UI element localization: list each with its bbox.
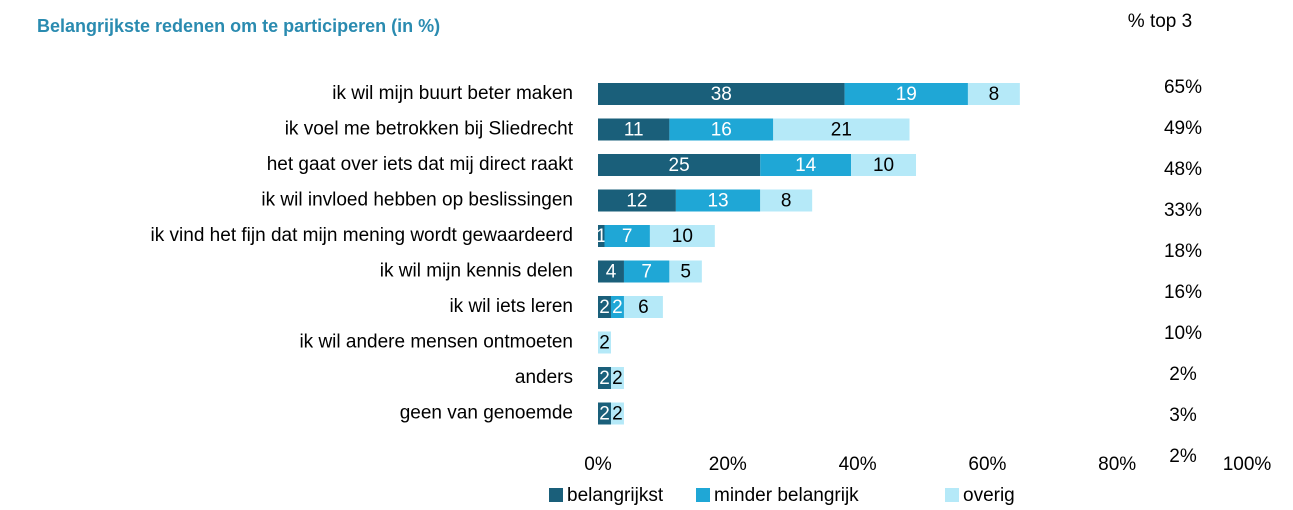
value-label: 8 bbox=[989, 84, 1000, 105]
category-label: ik vind het fijn dat mijn mening wordt g… bbox=[151, 225, 573, 246]
value-label: 2 bbox=[599, 404, 610, 425]
bar-segment bbox=[598, 331, 611, 354]
value-label: 16 bbox=[711, 120, 732, 141]
value-label: 2 bbox=[599, 333, 610, 354]
bar-segment bbox=[669, 118, 774, 141]
value-label: 25 bbox=[669, 155, 690, 176]
top3-label: 16% bbox=[1164, 282, 1202, 303]
value-label: 19 bbox=[896, 84, 917, 105]
value-label: 2 bbox=[612, 368, 623, 389]
x-tick-label: 40% bbox=[839, 454, 877, 475]
bar-segment bbox=[967, 83, 1020, 105]
category-label: het gaat over iets dat mij direct raakt bbox=[267, 154, 574, 175]
category-label: anders bbox=[515, 367, 573, 388]
top3-label: 48% bbox=[1164, 159, 1202, 180]
bar-segment bbox=[851, 154, 917, 176]
bar-segment bbox=[844, 83, 968, 105]
value-label: 7 bbox=[641, 262, 652, 283]
bar-segment bbox=[610, 296, 624, 318]
category-label: ik voel me betrokken bij Sliedrecht bbox=[285, 119, 574, 140]
bar-segment bbox=[773, 118, 910, 141]
value-label: 8 bbox=[781, 191, 792, 212]
bar-segment bbox=[598, 154, 761, 176]
top3-label: 65% bbox=[1164, 77, 1202, 98]
x-tick-label: 80% bbox=[1098, 454, 1136, 475]
value-label: 1 bbox=[596, 226, 607, 247]
value-label: 13 bbox=[707, 191, 728, 212]
bar-segment bbox=[610, 367, 624, 389]
value-label: 7 bbox=[622, 226, 633, 247]
top3-label: 33% bbox=[1164, 200, 1202, 221]
category-label: ik wil andere mensen ontmoeten bbox=[299, 332, 573, 353]
bar-segment bbox=[675, 189, 761, 212]
x-tick-label: 0% bbox=[584, 454, 612, 475]
bar-segment bbox=[598, 367, 611, 389]
legend-label: belangrijkst bbox=[567, 485, 664, 506]
bar-segment bbox=[598, 83, 845, 105]
value-label: 2 bbox=[599, 368, 610, 389]
bar-segment bbox=[604, 225, 650, 247]
bar-segment bbox=[610, 402, 624, 425]
value-label: 10 bbox=[873, 155, 894, 176]
category-label: ik wil iets leren bbox=[449, 296, 573, 317]
value-label: 2 bbox=[612, 404, 623, 425]
value-label: 21 bbox=[831, 120, 852, 141]
x-tick-label: 60% bbox=[968, 454, 1006, 475]
top3-label: 2% bbox=[1169, 364, 1197, 385]
x-tick-label: 100% bbox=[1223, 454, 1272, 475]
bar-segment bbox=[669, 260, 702, 283]
value-label: 2 bbox=[612, 297, 623, 318]
bar-segment bbox=[598, 296, 611, 318]
legend-swatch bbox=[696, 488, 710, 502]
legend-swatch bbox=[945, 488, 959, 502]
bar-segment bbox=[623, 260, 670, 283]
legend-label: minder belangrijk bbox=[714, 485, 859, 506]
category-label: ik wil mijn kennis delen bbox=[380, 261, 573, 282]
category-label: geen van genoemde bbox=[400, 403, 573, 424]
bar-segment bbox=[760, 154, 852, 176]
top3-label: 10% bbox=[1164, 323, 1202, 344]
value-label: 4 bbox=[606, 262, 617, 283]
value-label: 38 bbox=[711, 84, 732, 105]
top3-label: 3% bbox=[1169, 405, 1197, 426]
value-label: 6 bbox=[638, 297, 649, 318]
value-label: 5 bbox=[680, 262, 691, 283]
value-label: 14 bbox=[795, 155, 817, 176]
value-label: 11 bbox=[624, 120, 644, 141]
chart-title: Belangrijkste redenen om te participeren… bbox=[37, 16, 440, 36]
legend-swatch bbox=[549, 488, 563, 502]
top3-label: 18% bbox=[1164, 241, 1202, 262]
bar-segment bbox=[598, 118, 670, 141]
category-label: ik wil invloed hebben op beslissingen bbox=[261, 190, 573, 211]
top3-title: % top 3 bbox=[1128, 11, 1192, 32]
bar-segment bbox=[598, 189, 676, 212]
bar-segment bbox=[649, 225, 715, 247]
top3-label: 49% bbox=[1164, 118, 1202, 139]
bar-segment bbox=[623, 296, 663, 318]
bar-segment bbox=[598, 225, 605, 247]
category-label: ik wil mijn buurt beter maken bbox=[332, 83, 573, 104]
bar-segment bbox=[760, 189, 813, 212]
legend-label: overig bbox=[963, 485, 1015, 506]
value-label: 2 bbox=[599, 297, 610, 318]
bar-segment bbox=[598, 260, 624, 283]
value-label: 10 bbox=[672, 226, 693, 247]
x-tick-label: 20% bbox=[709, 454, 747, 475]
bar-segment bbox=[598, 402, 611, 425]
top3-label: 2% bbox=[1169, 446, 1197, 467]
value-label: 12 bbox=[626, 191, 647, 212]
